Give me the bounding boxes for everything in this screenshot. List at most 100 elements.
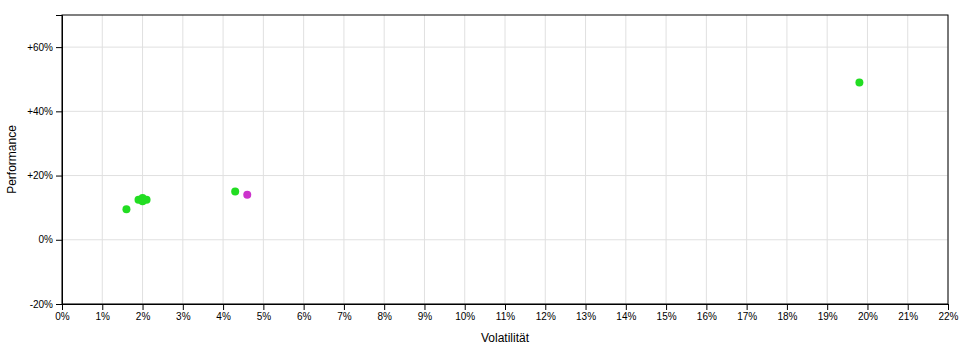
x-tick: 8% bbox=[377, 304, 392, 322]
x-tick-mark bbox=[626, 304, 627, 310]
x-tick-label: 15% bbox=[657, 311, 677, 322]
y-tick-label: -20% bbox=[30, 299, 53, 310]
x-tick: 3% bbox=[176, 304, 191, 322]
x-tick: 16% bbox=[697, 304, 717, 322]
x-tick-mark bbox=[747, 304, 748, 310]
x-tick: 22% bbox=[938, 304, 958, 322]
y-tick: +60% bbox=[27, 42, 62, 53]
y-tick-mark bbox=[56, 47, 62, 48]
x-tick-label: 17% bbox=[737, 311, 757, 322]
x-tick-mark bbox=[586, 304, 587, 310]
plot: 0%1%2%3%4%5%6%7%8%9%10%11%12%13%14%15%16… bbox=[27, 15, 958, 322]
x-grid-line bbox=[545, 15, 546, 304]
x-tick-label: 18% bbox=[777, 311, 797, 322]
x-tick: 11% bbox=[496, 304, 515, 322]
x-grid-line bbox=[102, 15, 103, 304]
x-tick: 15% bbox=[657, 304, 677, 322]
chart: 0%1%2%3%4%5%6%7%8%9%10%11%12%13%14%15%16… bbox=[0, 0, 966, 350]
x-axis-line bbox=[63, 305, 949, 311]
x-grid-line bbox=[907, 15, 908, 304]
y-tick: +40% bbox=[27, 106, 62, 117]
x-grid-line bbox=[505, 15, 506, 304]
x-grid-line bbox=[142, 15, 143, 304]
x-tick: 17% bbox=[737, 304, 757, 322]
x-tick-mark bbox=[505, 304, 506, 310]
x-tick: 18% bbox=[777, 304, 797, 322]
x-tick-label: 3% bbox=[176, 311, 191, 322]
y-tick-mark bbox=[56, 240, 62, 241]
y-tick-label: +20% bbox=[27, 170, 53, 181]
x-tick: 20% bbox=[858, 304, 878, 322]
x-tick: 7% bbox=[337, 304, 352, 322]
point bbox=[122, 205, 130, 213]
x-tick-mark bbox=[183, 304, 184, 310]
y-tick: +20% bbox=[27, 170, 62, 181]
point bbox=[231, 188, 239, 196]
x-grid-line bbox=[827, 15, 828, 304]
x-tick-label: 21% bbox=[898, 311, 918, 322]
x-tick: 13% bbox=[576, 304, 596, 322]
x-tick-mark bbox=[304, 304, 305, 310]
y-tick-mark bbox=[56, 304, 62, 305]
x-axis-title: Volatilität bbox=[481, 331, 530, 345]
x-grid-line bbox=[706, 15, 707, 304]
x-tick-mark bbox=[465, 304, 466, 310]
y-tick-label: +60% bbox=[27, 42, 53, 53]
x-grid-line bbox=[384, 15, 385, 304]
x-tick-label: 16% bbox=[697, 311, 717, 322]
y-tick-label: +40% bbox=[27, 106, 53, 117]
x-grid-line bbox=[786, 15, 787, 304]
x-tick-mark bbox=[384, 304, 385, 310]
x-tick-label: 4% bbox=[216, 311, 231, 322]
x-tick-label: 13% bbox=[576, 311, 596, 322]
x-tick-mark bbox=[102, 304, 103, 310]
y-tick-mark bbox=[56, 176, 62, 177]
x-grid-line bbox=[424, 15, 425, 304]
x-tick-label: 20% bbox=[858, 311, 878, 322]
x-tick-mark bbox=[948, 304, 949, 310]
x-tick-mark bbox=[424, 304, 425, 310]
x-grid-line bbox=[303, 15, 304, 304]
series-0 bbox=[122, 78, 863, 213]
x-tick-label: 7% bbox=[337, 311, 352, 322]
x-tick-label: 0% bbox=[55, 311, 70, 322]
x-grid-line bbox=[625, 15, 626, 304]
y-axis: -20% 0% +20% +40% +60% bbox=[27, 16, 62, 310]
x-tick: 5% bbox=[257, 304, 272, 322]
x-tick-label: 1% bbox=[96, 311, 111, 322]
x-tick: 0% bbox=[55, 304, 70, 322]
x-grid-line bbox=[223, 15, 224, 304]
y-grid-line bbox=[62, 47, 948, 48]
series-1 bbox=[243, 191, 251, 199]
x-tick: 2% bbox=[136, 304, 151, 322]
x-tick-label: 2% bbox=[136, 311, 151, 322]
x-axis: 0%1%2%3%4%5%6%7%8%9%10%11%12%13%14%15%16… bbox=[55, 304, 958, 322]
x-grid-line bbox=[343, 15, 344, 304]
x-tick-mark bbox=[223, 304, 224, 310]
x-tick-label: 22% bbox=[938, 311, 958, 322]
x-tick-label: 14% bbox=[616, 311, 636, 322]
y-grid-line bbox=[62, 111, 948, 112]
x-tick-mark bbox=[263, 304, 264, 310]
x-tick: 9% bbox=[418, 304, 433, 322]
x-tick-mark bbox=[787, 304, 788, 310]
x-grid-line bbox=[464, 15, 465, 304]
point bbox=[139, 197, 147, 205]
x-tick-mark bbox=[143, 304, 144, 310]
x-tick: 19% bbox=[818, 304, 838, 322]
point bbox=[243, 191, 251, 199]
x-tick-label: 9% bbox=[418, 311, 433, 322]
x-tick: 4% bbox=[216, 304, 231, 322]
x-tick-mark bbox=[666, 304, 667, 310]
x-tick: 21% bbox=[898, 304, 918, 322]
x-grid-line bbox=[585, 15, 586, 304]
x-grid-line bbox=[263, 15, 264, 304]
x-tick-mark bbox=[344, 304, 345, 310]
point bbox=[855, 78, 863, 86]
x-tick-label: 5% bbox=[257, 311, 272, 322]
points bbox=[122, 78, 863, 213]
x-grid-line bbox=[746, 15, 747, 304]
x-tick-label: 8% bbox=[377, 311, 392, 322]
x-tick-mark bbox=[706, 304, 707, 310]
y-tick-label: 0% bbox=[39, 234, 54, 245]
